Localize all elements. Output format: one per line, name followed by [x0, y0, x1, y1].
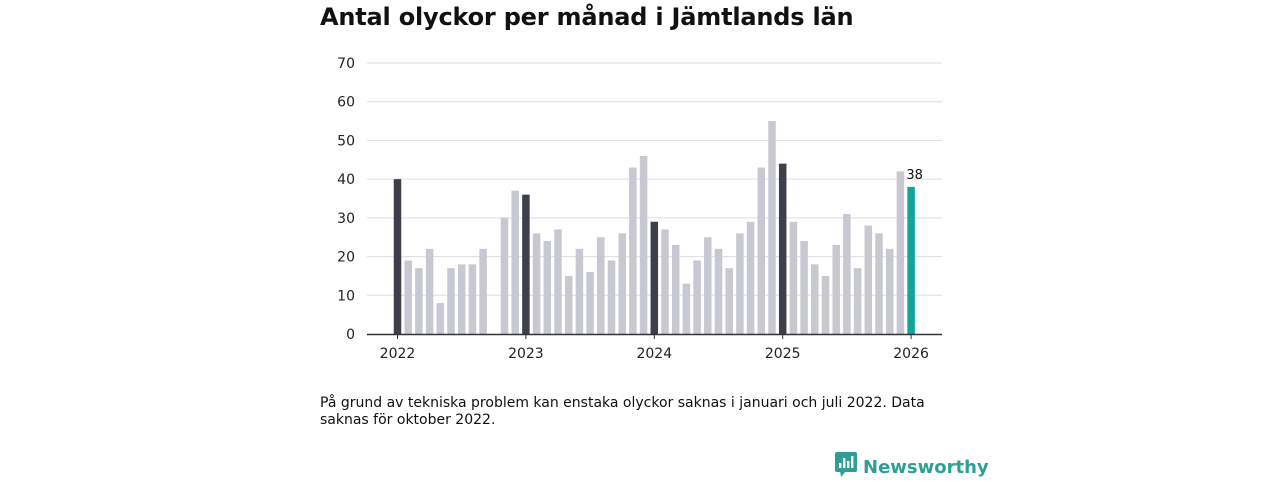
bar-2022-07 — [457, 264, 466, 334]
bar-2023-01 — [522, 194, 530, 334]
bar-2022-05 — [436, 303, 445, 334]
bar-2025-07 — [843, 213, 851, 334]
y-tick-label: 70 — [337, 56, 355, 72]
bar-2022-02 — [404, 260, 412, 334]
bar-2025-11 — [885, 248, 894, 334]
y-tick-label: 60 — [337, 95, 355, 111]
x-tick-label: 2026 — [893, 346, 929, 362]
bar-2024-07 — [714, 248, 723, 334]
bar-2024-08 — [725, 268, 733, 334]
bars — [393, 121, 915, 334]
bar-2022-03 — [415, 268, 423, 334]
bar-2025-06 — [832, 244, 840, 334]
bar-2022-11 — [500, 217, 509, 334]
brand-logo[interactable]: Newsworthy — [835, 452, 989, 482]
x-tick-label: 2024 — [636, 346, 672, 362]
bar-2022-09 — [479, 248, 487, 334]
bar-2024-12 — [768, 121, 776, 334]
bar-2025-03 — [800, 241, 808, 334]
x-axis: 2022 2023 2024 2025 2026 — [380, 334, 929, 362]
y-axis: 0 10 20 30 40 50 60 70 — [337, 56, 355, 343]
bar-2025-09 — [864, 225, 873, 334]
bar-2023-07 — [586, 272, 594, 334]
bar-2024-09 — [736, 233, 744, 334]
x-tick-label: 2023 — [508, 346, 544, 362]
bar-2025-02 — [789, 221, 798, 334]
bar-2025-05 — [821, 275, 830, 334]
bar-chart: 0 10 20 30 40 50 60 70 2022 2023 2024 2025 2026 38 — [337, 56, 942, 362]
bar-2023-06 — [575, 248, 584, 334]
bar-2023-02 — [532, 233, 541, 334]
y-tick-label: 0 — [346, 327, 355, 343]
bar-2023-03 — [543, 241, 552, 334]
bar-2022-08 — [468, 264, 477, 334]
gridlines — [367, 62, 942, 296]
y-tick-label: 40 — [337, 172, 355, 188]
bar-2025-04 — [811, 264, 819, 334]
bar-2024-05 — [693, 260, 701, 334]
bar-2024-11 — [757, 167, 766, 334]
bar-2023-09 — [607, 260, 616, 334]
bar-2025-01 — [778, 163, 787, 334]
newsworthy-logo-icon — [835, 452, 857, 482]
chart-title: Antal olyckor per månad i Jämtlands län — [320, 3, 854, 31]
bar-2023-08 — [597, 237, 605, 334]
bar-2022-12 — [511, 190, 519, 334]
x-tick-label: 2025 — [765, 346, 801, 362]
bar-2023-12 — [639, 155, 648, 334]
brand-name: Newsworthy — [863, 456, 989, 478]
x-tick-label: 2022 — [380, 346, 416, 362]
bar-2022-01 — [393, 179, 402, 334]
bar-2024-02 — [661, 229, 669, 334]
bar-2023-05 — [564, 275, 573, 334]
y-tick-label: 10 — [337, 288, 355, 304]
bar-2023-11 — [629, 167, 637, 334]
bar-2025-10 — [875, 233, 883, 334]
bar-2023-10 — [618, 233, 626, 334]
y-tick-label: 20 — [337, 250, 355, 266]
footnote: På grund av tekniska problem kan enstaka… — [320, 395, 925, 428]
bar-2024-06 — [704, 237, 712, 334]
bar-2025-08 — [853, 268, 862, 334]
bar-2024-03 — [671, 244, 680, 334]
bar-2024-01 — [650, 221, 659, 334]
bar-2024-10 — [746, 221, 755, 334]
y-tick-label: 30 — [337, 211, 355, 227]
bar-2022-06 — [447, 268, 455, 334]
y-tick-label: 50 — [337, 133, 355, 149]
data-label-latest: 38 — [906, 168, 923, 183]
bar-2025-12 — [896, 171, 905, 334]
bar-2023-04 — [554, 229, 562, 334]
bar-2026-01 — [907, 186, 915, 334]
bar-2024-04 — [682, 283, 691, 334]
bar-2022-04 — [425, 248, 434, 334]
